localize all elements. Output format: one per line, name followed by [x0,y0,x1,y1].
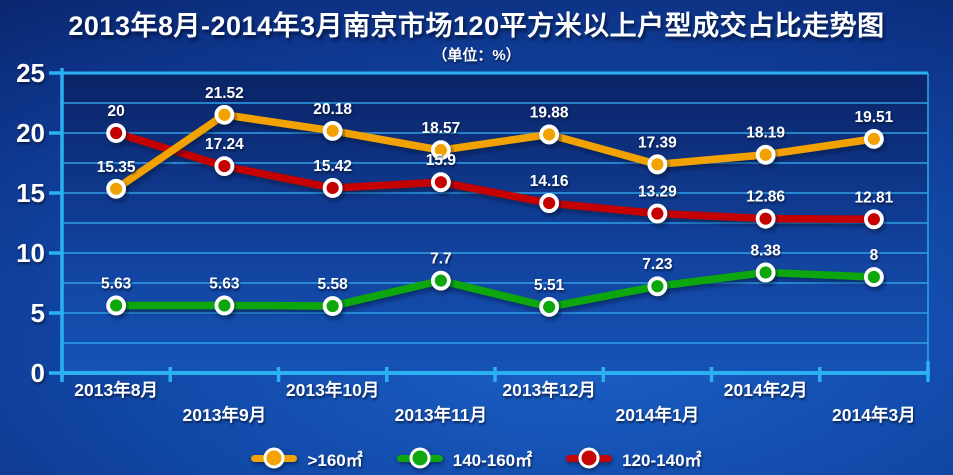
data-point-label: 5.63 [209,275,240,292]
x-tick-label: 2013年10月 [286,380,379,400]
data-point-label: 13.29 [638,184,677,201]
data-point [430,270,451,291]
y-tick-label: 25 [16,58,45,88]
series-line-2 [112,129,878,224]
data-point-label: 15.35 [97,159,136,176]
x-tick-label: 2014年2月 [724,380,808,400]
data-point-label: 17.24 [205,136,244,153]
x-tick-label: 2014年1月 [616,405,700,425]
x-tick-label: 2013年8月 [74,380,158,400]
legend-dot-icon [409,447,431,469]
data-point-label: 17.39 [638,134,677,151]
data-point [430,140,451,161]
legend-item-gt160: >160㎡ [251,446,363,471]
data-point-label: 5.51 [534,277,565,294]
data-point [755,144,776,165]
data-point-label: 12.81 [854,189,893,206]
data-point [430,172,451,193]
series-line-1 [112,268,878,311]
y-tick-label: 0 [31,358,45,388]
data-point-label: 8 [870,247,879,264]
data-point-label: 20.18 [313,101,352,118]
data-point-label: 7.23 [642,256,673,273]
data-point [539,296,560,317]
data-point [863,209,884,230]
data-point [755,208,776,229]
data-point-label: 20 [108,103,125,120]
data-point [863,267,884,287]
x-tick-label: 2014年3月 [832,405,916,425]
data-point-label: 18.19 [746,125,785,142]
unit-label: （单位：%） [432,47,521,64]
legend-label: 140-160㎡ [452,450,533,470]
data-point-label: 14.16 [530,173,569,190]
data-point-label: 21.52 [205,85,244,102]
data-point [322,296,343,316]
data-point [863,128,884,149]
data-point [539,193,560,213]
y-tick-label: 15 [16,178,45,208]
x-tick-label: 2013年9月 [183,405,267,425]
y-tick-label: 10 [16,238,45,268]
data-point [214,295,235,316]
data-point [106,178,127,199]
data-point [214,156,235,177]
x-tick-label: 2013年11月 [395,405,487,425]
legend-dot-icon [263,447,285,469]
legend-label: 120-140㎡ [622,450,702,470]
data-point [539,124,560,145]
legend-item-140-160: 140-160㎡ [396,446,533,471]
page-title: 2013年8月-2014年3月南京市场120平方米以上户型成交占比走势图 [68,11,885,41]
legend-line-marker [251,447,298,469]
data-point-label: 12.86 [746,189,785,206]
legend-line-marker [566,447,613,469]
data-point-label: 5.63 [101,275,132,292]
legend-dot-icon [578,447,600,469]
series-line-0 [112,111,878,193]
data-point [106,295,127,316]
data-point-label: 19.88 [530,104,569,121]
data-point [647,154,668,175]
data-point-label: 7.7 [430,251,452,268]
y-tick-label: 5 [31,298,45,328]
data-point-label: 5.58 [318,276,349,293]
data-point [647,203,668,224]
data-point-label: 15.42 [313,158,352,175]
data-point [106,123,127,143]
y-tick-label: 20 [16,118,45,148]
chart-legend: >160㎡ 140-160㎡ 120-140㎡ [0,444,953,472]
data-point-label: 18.57 [421,120,460,137]
legend-label: >160㎡ [307,450,363,470]
data-point-label: 15.9 [426,152,457,169]
data-point [755,262,776,283]
data-point [647,276,668,297]
data-point-label: 8.38 [751,242,782,259]
legend-item-120-140: 120-140㎡ [566,446,702,471]
legend-line-marker [396,447,443,469]
chart-header: 2013年8月-2014年3月南京市场120平方米以上户型成交占比走势图 （单位… [0,4,953,65]
data-point [322,178,343,198]
data-point [214,104,235,125]
x-tick-label: 2013年12月 [502,380,595,400]
data-point [322,120,343,141]
data-point-label: 19.51 [854,109,893,126]
